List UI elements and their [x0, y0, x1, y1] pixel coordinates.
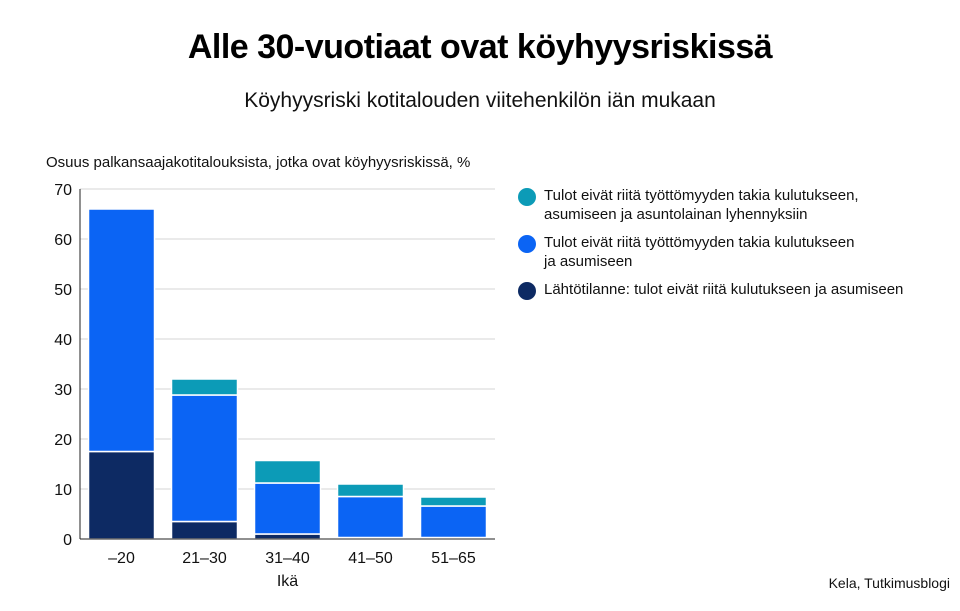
- legend-label: Lähtötilanne: tulot eivät riitä kulutuks…: [544, 281, 904, 298]
- bar-segment: [419, 496, 488, 507]
- y-tick-label: 20: [54, 432, 72, 449]
- bar-segment: [336, 495, 405, 539]
- legend-item: Lähtötilanne: tulot eivät riitä kulutuks…: [518, 280, 948, 300]
- x-axis-label: Ikä: [277, 573, 298, 590]
- source-note: Kela, Tutkimusblogi: [828, 575, 950, 591]
- y-axis-label: Osuus palkansaajakotitalouksista, jotka …: [46, 154, 471, 171]
- legend-item: Tulot eivät riitä työttömyyden takia kul…: [518, 186, 948, 224]
- bar-segment: [87, 208, 156, 453]
- legend-item: Tulot eivät riitä työttömyyden takia kul…: [518, 233, 948, 271]
- bar-segment: [87, 450, 156, 540]
- legend: Tulot eivät riitä työttömyyden takia kul…: [518, 186, 948, 308]
- chart-subtitle: Köyhyysriski kotitalouden viitehenkilön …: [244, 89, 716, 112]
- y-tick-label: 50: [54, 282, 72, 299]
- legend-label: Tulot eivät riitä työttömyyden takia kul…: [544, 187, 859, 223]
- bar-segment: [253, 482, 322, 535]
- legend-swatch: [518, 235, 536, 253]
- bar-segment: [170, 378, 239, 396]
- bar-segment: [170, 394, 239, 523]
- bar-segment: [336, 483, 405, 498]
- bar-segment: [419, 505, 488, 539]
- y-tick-label: 70: [54, 182, 72, 199]
- x-tick-label: 41–50: [348, 550, 393, 567]
- x-tick-label: 21–30: [182, 550, 227, 567]
- y-tick-label: 0: [63, 532, 72, 549]
- x-tick-label: –20: [108, 550, 135, 567]
- y-tick-label: 30: [54, 382, 72, 399]
- y-tick-label: 60: [54, 232, 72, 249]
- legend-swatch: [518, 188, 536, 206]
- x-tick-label: 51–65: [431, 550, 476, 567]
- legend-swatch: [518, 282, 536, 300]
- legend-label: Tulot eivät riitä työttömyyden takia kul…: [544, 234, 855, 270]
- bar-segment: [253, 459, 322, 484]
- y-tick-label: 40: [54, 332, 72, 349]
- chart-title: Alle 30-vuotiaat ovat köyhyysriskissä: [187, 28, 773, 66]
- y-tick-label: 10: [54, 482, 72, 499]
- x-tick-label: 31–40: [265, 550, 310, 567]
- bar-segment: [170, 520, 239, 540]
